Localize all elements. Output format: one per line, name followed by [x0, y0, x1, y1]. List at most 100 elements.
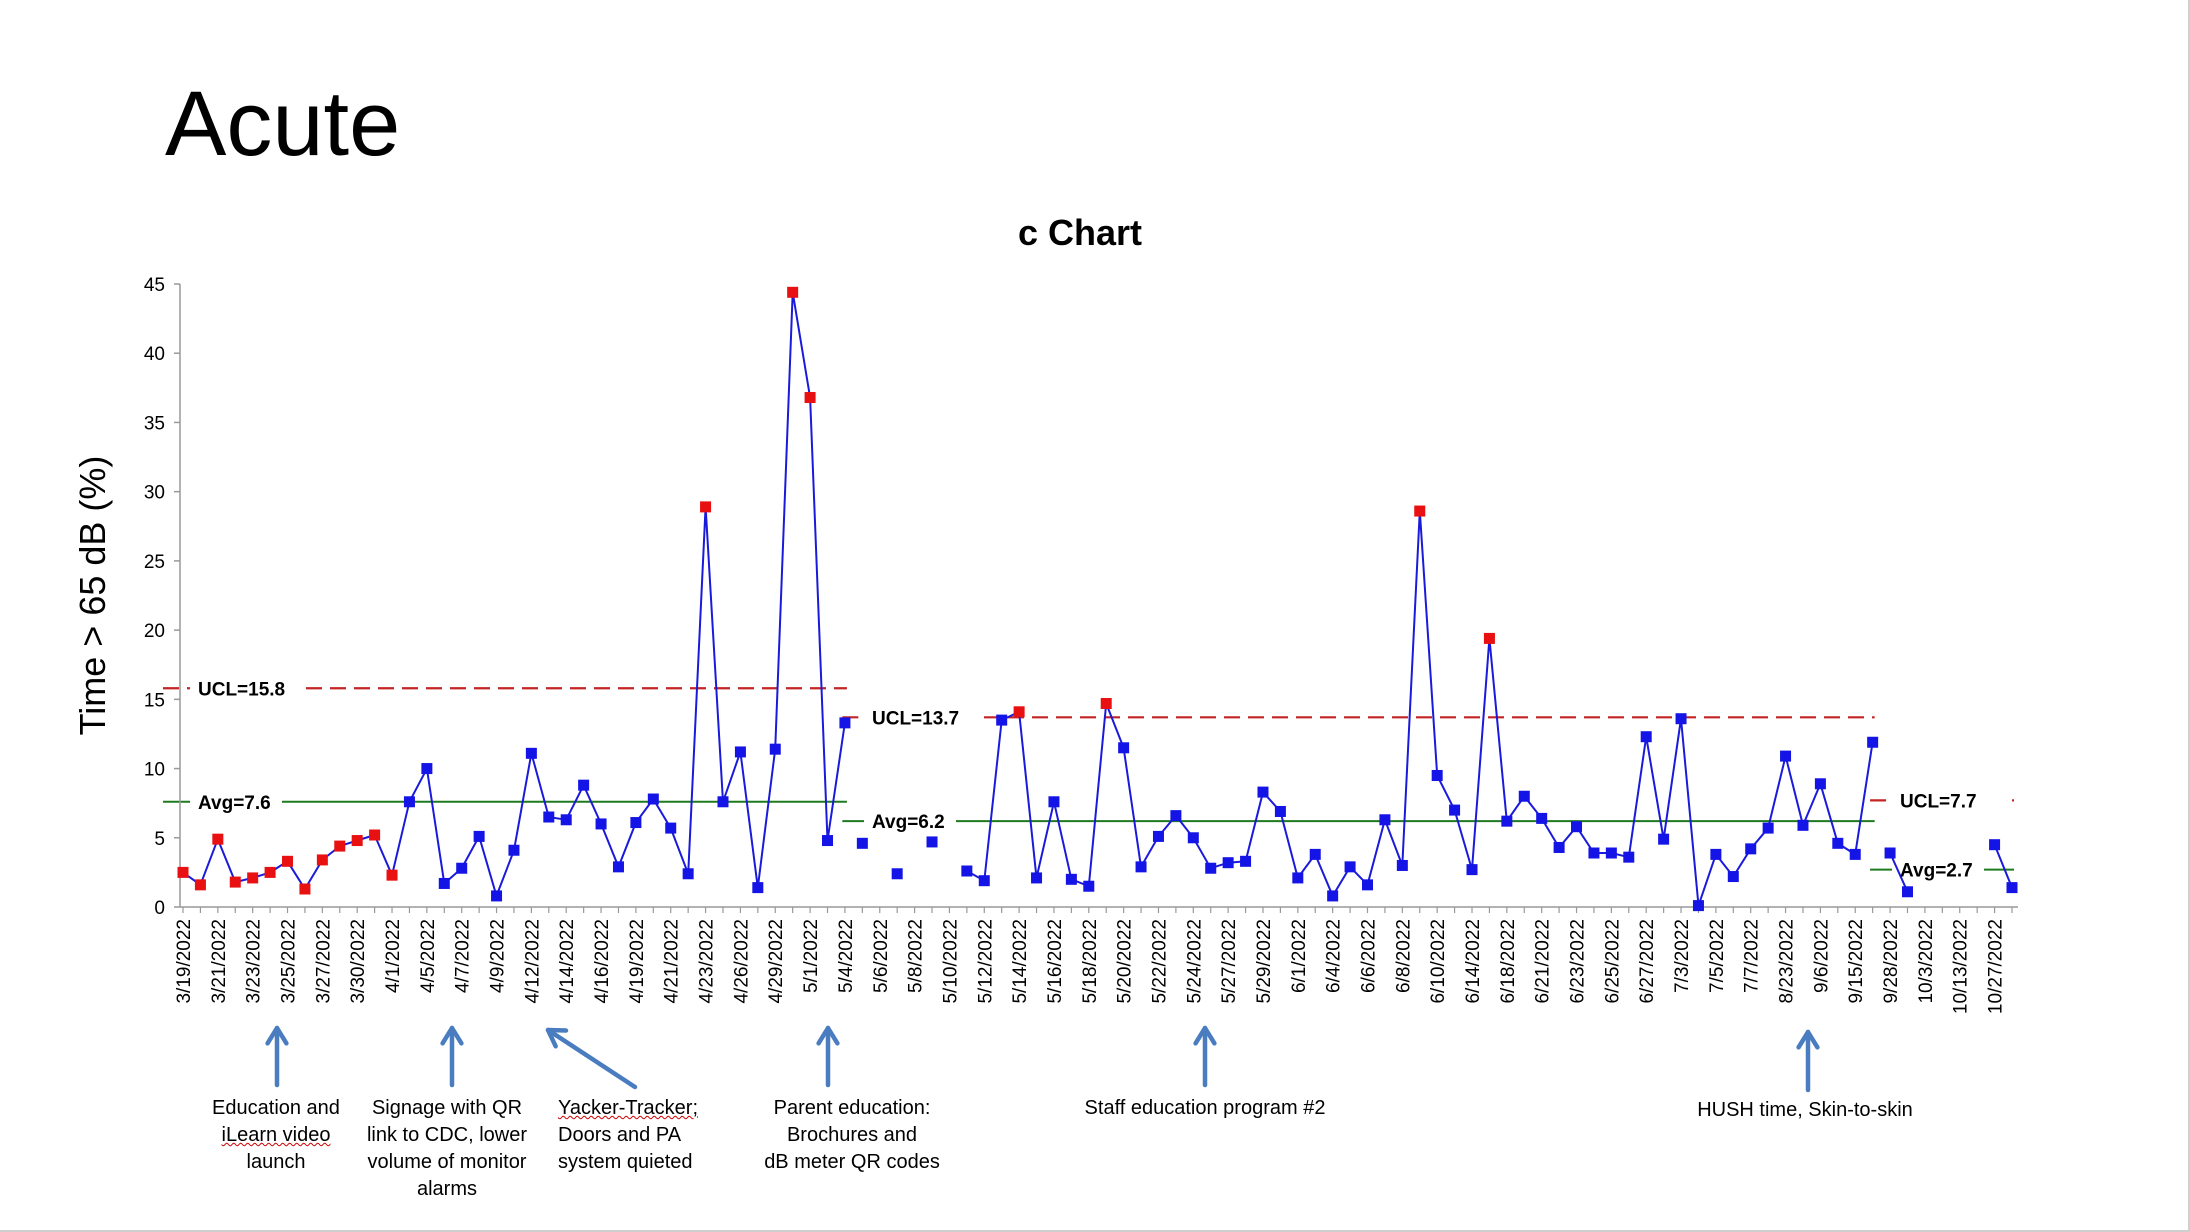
x-tick-label: 4/7/2022 — [453, 919, 474, 993]
data-point — [926, 836, 938, 848]
data-point-special-cause — [386, 869, 398, 881]
data-point — [1152, 830, 1164, 842]
data-point-special-cause — [1414, 505, 1426, 517]
data-point-special-cause — [369, 829, 381, 841]
data-point-special-cause — [334, 840, 346, 852]
x-tick-label: 5/12/2022 — [975, 919, 996, 1004]
data-point — [1710, 848, 1722, 860]
y-tick-label: 0 — [154, 898, 165, 919]
data-point — [1135, 861, 1147, 873]
data-point — [1379, 814, 1391, 826]
x-tick-label: 9/6/2022 — [1811, 919, 1832, 993]
x-tick-label: 5/27/2022 — [1219, 919, 1240, 1004]
data-point — [1692, 900, 1704, 912]
x-tick-label: 6/10/2022 — [1428, 919, 1449, 1004]
x-tick-label: 6/8/2022 — [1393, 919, 1414, 993]
y-tick-label: 25 — [144, 552, 165, 573]
data-point-special-cause — [229, 876, 241, 888]
data-point — [543, 811, 555, 823]
data-point-special-cause — [1100, 697, 1112, 709]
data-point — [1222, 857, 1234, 869]
x-tick-label: 6/1/2022 — [1289, 919, 1310, 993]
data-point — [1640, 731, 1652, 743]
data-point — [491, 890, 503, 902]
x-tick-label: 4/12/2022 — [522, 919, 543, 1004]
x-tick-label: 5/4/2022 — [836, 919, 857, 993]
x-tick-label: 6/6/2022 — [1358, 919, 1379, 993]
data-point — [1832, 837, 1844, 849]
x-tick-label: 4/29/2022 — [766, 919, 787, 1004]
data-point-special-cause — [194, 879, 206, 891]
x-tick-label: 6/18/2022 — [1498, 919, 1519, 1004]
data-point — [1762, 822, 1774, 834]
arrow-head — [1796, 1029, 1820, 1050]
data-point — [1449, 804, 1461, 816]
y-tick-label: 5 — [154, 829, 165, 850]
data-point — [1344, 861, 1356, 873]
avg-label: Avg=2.7 — [1900, 861, 1973, 882]
data-point-special-cause — [264, 866, 276, 878]
y-axis-label: Time > 65 dB (%) — [72, 456, 113, 736]
data-point-special-cause — [247, 872, 259, 884]
x-tick-label: 4/19/2022 — [627, 919, 648, 1004]
arrow-head — [545, 1027, 569, 1049]
arrow-hush-time — [1796, 1029, 1820, 1093]
data-point — [595, 818, 607, 830]
data-point — [1396, 859, 1408, 871]
x-tick-label: 3/30/2022 — [348, 919, 369, 1004]
arrow-education — [265, 1025, 289, 1088]
annotation-signage-qr: Signage with QR link to CDC, lower volum… — [366, 1097, 528, 1200]
x-tick-label: 5/6/2022 — [871, 919, 892, 993]
data-point — [1814, 778, 1826, 790]
data-point — [1187, 832, 1199, 844]
data-point — [578, 779, 590, 791]
data-point — [1727, 871, 1739, 883]
x-tick-label: 10/27/2022 — [1986, 919, 2007, 1014]
y-tick-label: 40 — [144, 344, 165, 365]
x-tick-label: 4/26/2022 — [731, 919, 752, 1004]
annotation-education-ilearn: Education and iLearn video launch — [212, 1097, 340, 1173]
data-point — [1588, 847, 1600, 859]
data-point — [1048, 796, 1060, 808]
x-tick-label: 6/14/2022 — [1463, 919, 1484, 1004]
data-point — [769, 743, 781, 755]
chart-title: c Chart — [1018, 212, 1142, 253]
x-tick-label: 5/29/2022 — [1254, 919, 1275, 1004]
x-tick-label: 6/21/2022 — [1533, 919, 1554, 1004]
page-title: Acute — [165, 73, 401, 175]
arrow-head — [265, 1025, 289, 1046]
data-point — [891, 868, 903, 880]
x-tick-label: 6/27/2022 — [1637, 919, 1658, 1004]
x-tick-label: 7/3/2022 — [1672, 919, 1693, 993]
y-tick-label: 20 — [144, 621, 165, 642]
data-point-special-cause — [700, 501, 712, 513]
data-point-special-cause — [316, 854, 328, 866]
arrow-shaft — [545, 1027, 638, 1090]
data-point — [1989, 839, 2001, 851]
x-tick-label: 5/14/2022 — [1010, 919, 1031, 1004]
data-point — [1361, 879, 1373, 891]
x-tick-label: 3/19/2022 — [174, 919, 195, 1004]
y-tick-label: 30 — [144, 483, 165, 504]
data-point-special-cause — [1013, 706, 1025, 718]
data-point — [856, 837, 868, 849]
data-point — [1867, 736, 1879, 748]
arrow-staff-education — [1193, 1025, 1217, 1088]
data-point — [2006, 882, 2018, 894]
data-point — [1745, 843, 1757, 855]
data-point — [1431, 769, 1443, 781]
data-point — [1797, 819, 1809, 831]
x-tick-label: 9/15/2022 — [1846, 919, 1867, 1004]
x-tick-label: 9/28/2022 — [1881, 919, 1902, 1004]
data-point — [1205, 862, 1217, 874]
data-point-special-cause — [351, 835, 363, 847]
data-point-special-cause — [787, 286, 799, 298]
data-point — [1170, 810, 1182, 822]
data-point — [630, 817, 642, 829]
annotation-parent-education: Parent education: Brochures and dB meter… — [764, 1097, 940, 1173]
data-point — [1849, 848, 1861, 860]
x-tick-label: 5/16/2022 — [1045, 919, 1066, 1004]
x-tick-label: 7/5/2022 — [1707, 919, 1728, 993]
x-tick-label: 6/25/2022 — [1602, 919, 1623, 1004]
